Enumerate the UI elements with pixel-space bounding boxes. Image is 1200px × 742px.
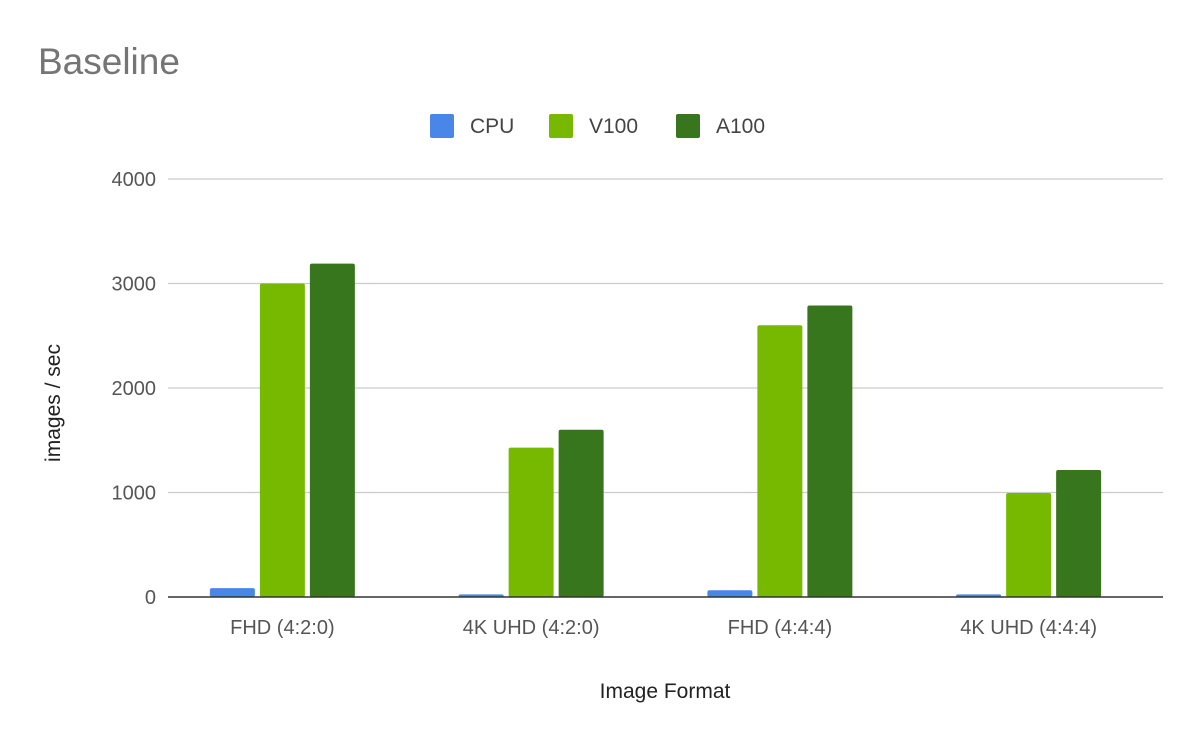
x-axis-title: Image Format xyxy=(600,680,731,703)
x-tick-label: 4K UHD (4:2:0) xyxy=(463,617,600,639)
bar-a100 xyxy=(807,305,853,597)
legend-label-v100: V100 xyxy=(589,115,638,138)
legend-swatch-v100 xyxy=(549,114,573,138)
bar-cpu xyxy=(209,588,255,597)
bar-a100 xyxy=(309,263,355,597)
y-axis-ticks: 0 1000 2000 3000 4000 xyxy=(112,169,157,609)
bar-v100 xyxy=(757,325,803,597)
y-tick-label: 3000 xyxy=(112,274,157,296)
bars xyxy=(209,263,1102,597)
x-tick-label: FHD (4:4:4) xyxy=(728,617,832,639)
bar-v100 xyxy=(1006,493,1052,597)
y-tick-label: 0 xyxy=(145,587,156,609)
x-tick-label: FHD (4:2:0) xyxy=(230,617,334,639)
y-tick-label: 2000 xyxy=(112,378,157,400)
y-axis-title: images / sec xyxy=(42,344,65,462)
legend: CPU V100 A100 xyxy=(430,114,765,138)
legend-swatch-cpu xyxy=(430,114,454,138)
bar-a100 xyxy=(558,429,604,597)
chart-title: Baseline xyxy=(38,41,180,82)
bar-cpu xyxy=(707,590,753,597)
bar-v100 xyxy=(508,447,554,597)
legend-swatch-a100 xyxy=(676,114,700,138)
y-tick-label: 1000 xyxy=(112,483,157,505)
bar-v100 xyxy=(259,283,305,597)
x-tick-label: 4K UHD (4:4:4) xyxy=(960,617,1097,639)
legend-label-a100: A100 xyxy=(716,115,765,138)
bar-a100 xyxy=(1056,470,1102,597)
x-axis-ticks: FHD (4:2:0) 4K UHD (4:2:0) FHD (4:4:4) 4K U… xyxy=(230,617,1097,639)
legend-label-cpu: CPU xyxy=(470,115,514,138)
y-tick-label: 4000 xyxy=(112,169,157,191)
